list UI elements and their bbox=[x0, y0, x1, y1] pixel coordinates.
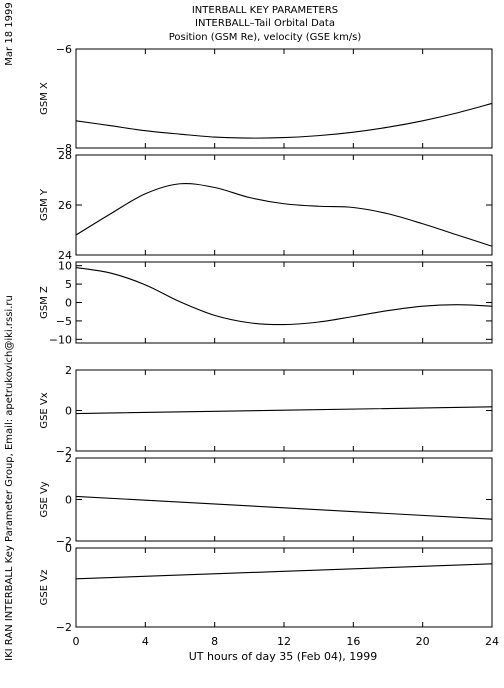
chart-title-line2: INTERBALL–Tail Orbital Data bbox=[195, 18, 335, 29]
series-line bbox=[75, 495, 493, 520]
y-tick-label: 5 bbox=[65, 278, 72, 291]
plot-date-label: Mar 18 1999 bbox=[4, 2, 15, 65]
y-tick-label: −2 bbox=[56, 535, 72, 548]
y-tick-label: −5 bbox=[56, 315, 72, 328]
x-tick-label: 24 bbox=[485, 635, 499, 648]
chart-title-line3: Position (GSM Re), velocity (GSE km/s) bbox=[169, 32, 362, 43]
y-tick-label: 0 bbox=[65, 494, 72, 507]
y-tick-label: −6 bbox=[56, 43, 72, 56]
series-line bbox=[75, 266, 493, 326]
panel-frame bbox=[75, 154, 493, 256]
x-tick-labels: 0 4 8 12 16 20 24 bbox=[73, 635, 500, 648]
x-tick-label: 20 bbox=[416, 635, 430, 648]
y-tick-label: 0 bbox=[65, 297, 72, 310]
y-tick-label: 2 bbox=[65, 452, 72, 465]
panel-6: −2 0 GSE Vz bbox=[39, 542, 493, 634]
y-tick-label: 0 bbox=[65, 405, 72, 418]
series-line bbox=[75, 406, 493, 415]
panel-frame bbox=[75, 547, 493, 628]
y-axis-label: GSM X bbox=[39, 82, 50, 115]
panel-1: −8 −6 GSM X bbox=[39, 43, 493, 155]
y-tick-label: 0 bbox=[65, 542, 72, 555]
series-line bbox=[75, 102, 493, 139]
y-axis-label: GSE Vy bbox=[39, 481, 50, 517]
y-tick-label: −8 bbox=[56, 142, 72, 155]
y-tick-label: 28 bbox=[58, 149, 72, 162]
y-tick-label: −10 bbox=[49, 333, 72, 346]
credit-label: IKI RAN INTERBALL Key Parameter Group, E… bbox=[4, 295, 15, 661]
panel-2: 24 26 28 GSM Y bbox=[39, 149, 493, 262]
panel-5: −2 0 2 GSE Vy bbox=[39, 452, 493, 548]
y-tick-label: 24 bbox=[58, 249, 72, 262]
x-tick-label: 0 bbox=[73, 635, 80, 648]
x-tick-label: 8 bbox=[211, 635, 218, 648]
x-tick-label: 4 bbox=[142, 635, 149, 648]
y-axis-label: GSM Z bbox=[39, 286, 50, 319]
y-tick-label: −2 bbox=[56, 445, 72, 458]
x-tick-label: 16 bbox=[346, 635, 360, 648]
series-line bbox=[75, 182, 493, 247]
panel-frame bbox=[75, 48, 493, 149]
y-axis-label: GSM Y bbox=[39, 188, 50, 221]
chart-title-line1: INTERBALL KEY PARAMETERS bbox=[192, 5, 338, 16]
y-axis-label: GSE Vx bbox=[39, 392, 50, 428]
y-tick-label: −2 bbox=[56, 621, 72, 634]
x-tick-label: 12 bbox=[277, 635, 291, 648]
panel-frame bbox=[75, 261, 493, 344]
panel-4: −2 0 2 GSE Vx bbox=[39, 364, 493, 458]
y-tick-label: 10 bbox=[58, 260, 72, 273]
x-axis-label: UT hours of day 35 (Feb 04), 1999 bbox=[189, 650, 378, 663]
y-tick-label: 2 bbox=[65, 364, 72, 377]
y-axis-label: GSE Vz bbox=[39, 570, 50, 606]
panel-3: −10 −5 0 5 10 GSM Z bbox=[39, 260, 493, 346]
y-tick-label: 26 bbox=[58, 199, 72, 212]
series-line bbox=[75, 563, 493, 580]
